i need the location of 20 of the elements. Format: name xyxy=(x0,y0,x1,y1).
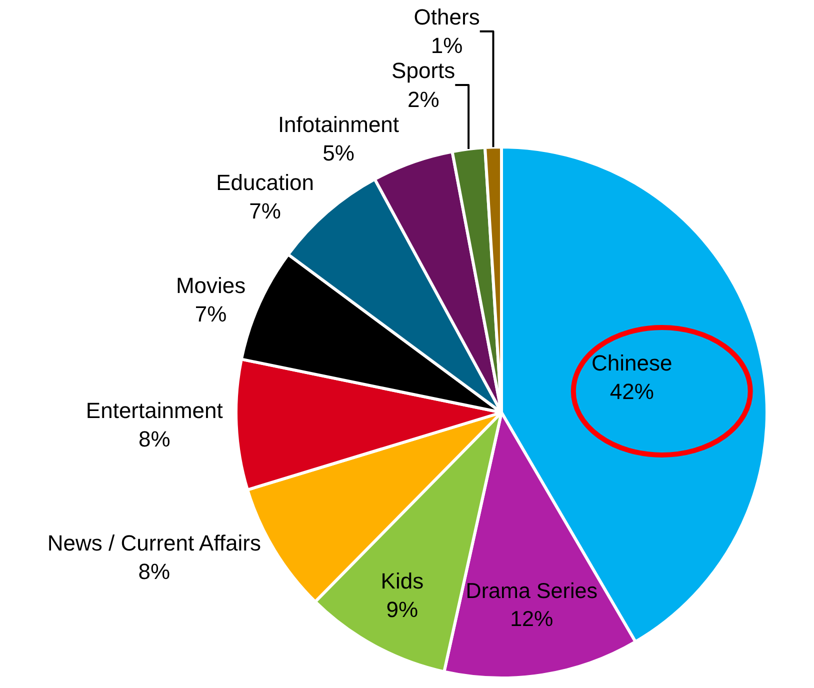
slice-label: Movies xyxy=(176,273,246,298)
slice-label: Kids xyxy=(380,568,424,594)
slice-label: News / Current Affairs xyxy=(47,530,261,556)
data-label: 9% xyxy=(386,597,418,622)
data-label: 8% xyxy=(138,426,170,452)
slice-label: Chinese xyxy=(592,350,672,376)
slice-label: Infotainment xyxy=(278,112,400,137)
slice-label: Education xyxy=(216,170,314,196)
slice-label: Others xyxy=(414,4,480,30)
slice-label: Entertainment xyxy=(86,398,223,424)
data-label: 1% xyxy=(430,33,463,58)
slice-label: Sports xyxy=(392,58,456,84)
data-label: 8% xyxy=(138,558,170,584)
data-label: 42% xyxy=(610,378,654,404)
data-label: 7% xyxy=(249,198,281,224)
data-label: 7% xyxy=(194,302,227,327)
data-label: 5% xyxy=(322,140,354,166)
data-label: 12% xyxy=(510,606,554,632)
data-label: 2% xyxy=(407,86,440,112)
slice-label: Drama Series xyxy=(466,578,598,604)
